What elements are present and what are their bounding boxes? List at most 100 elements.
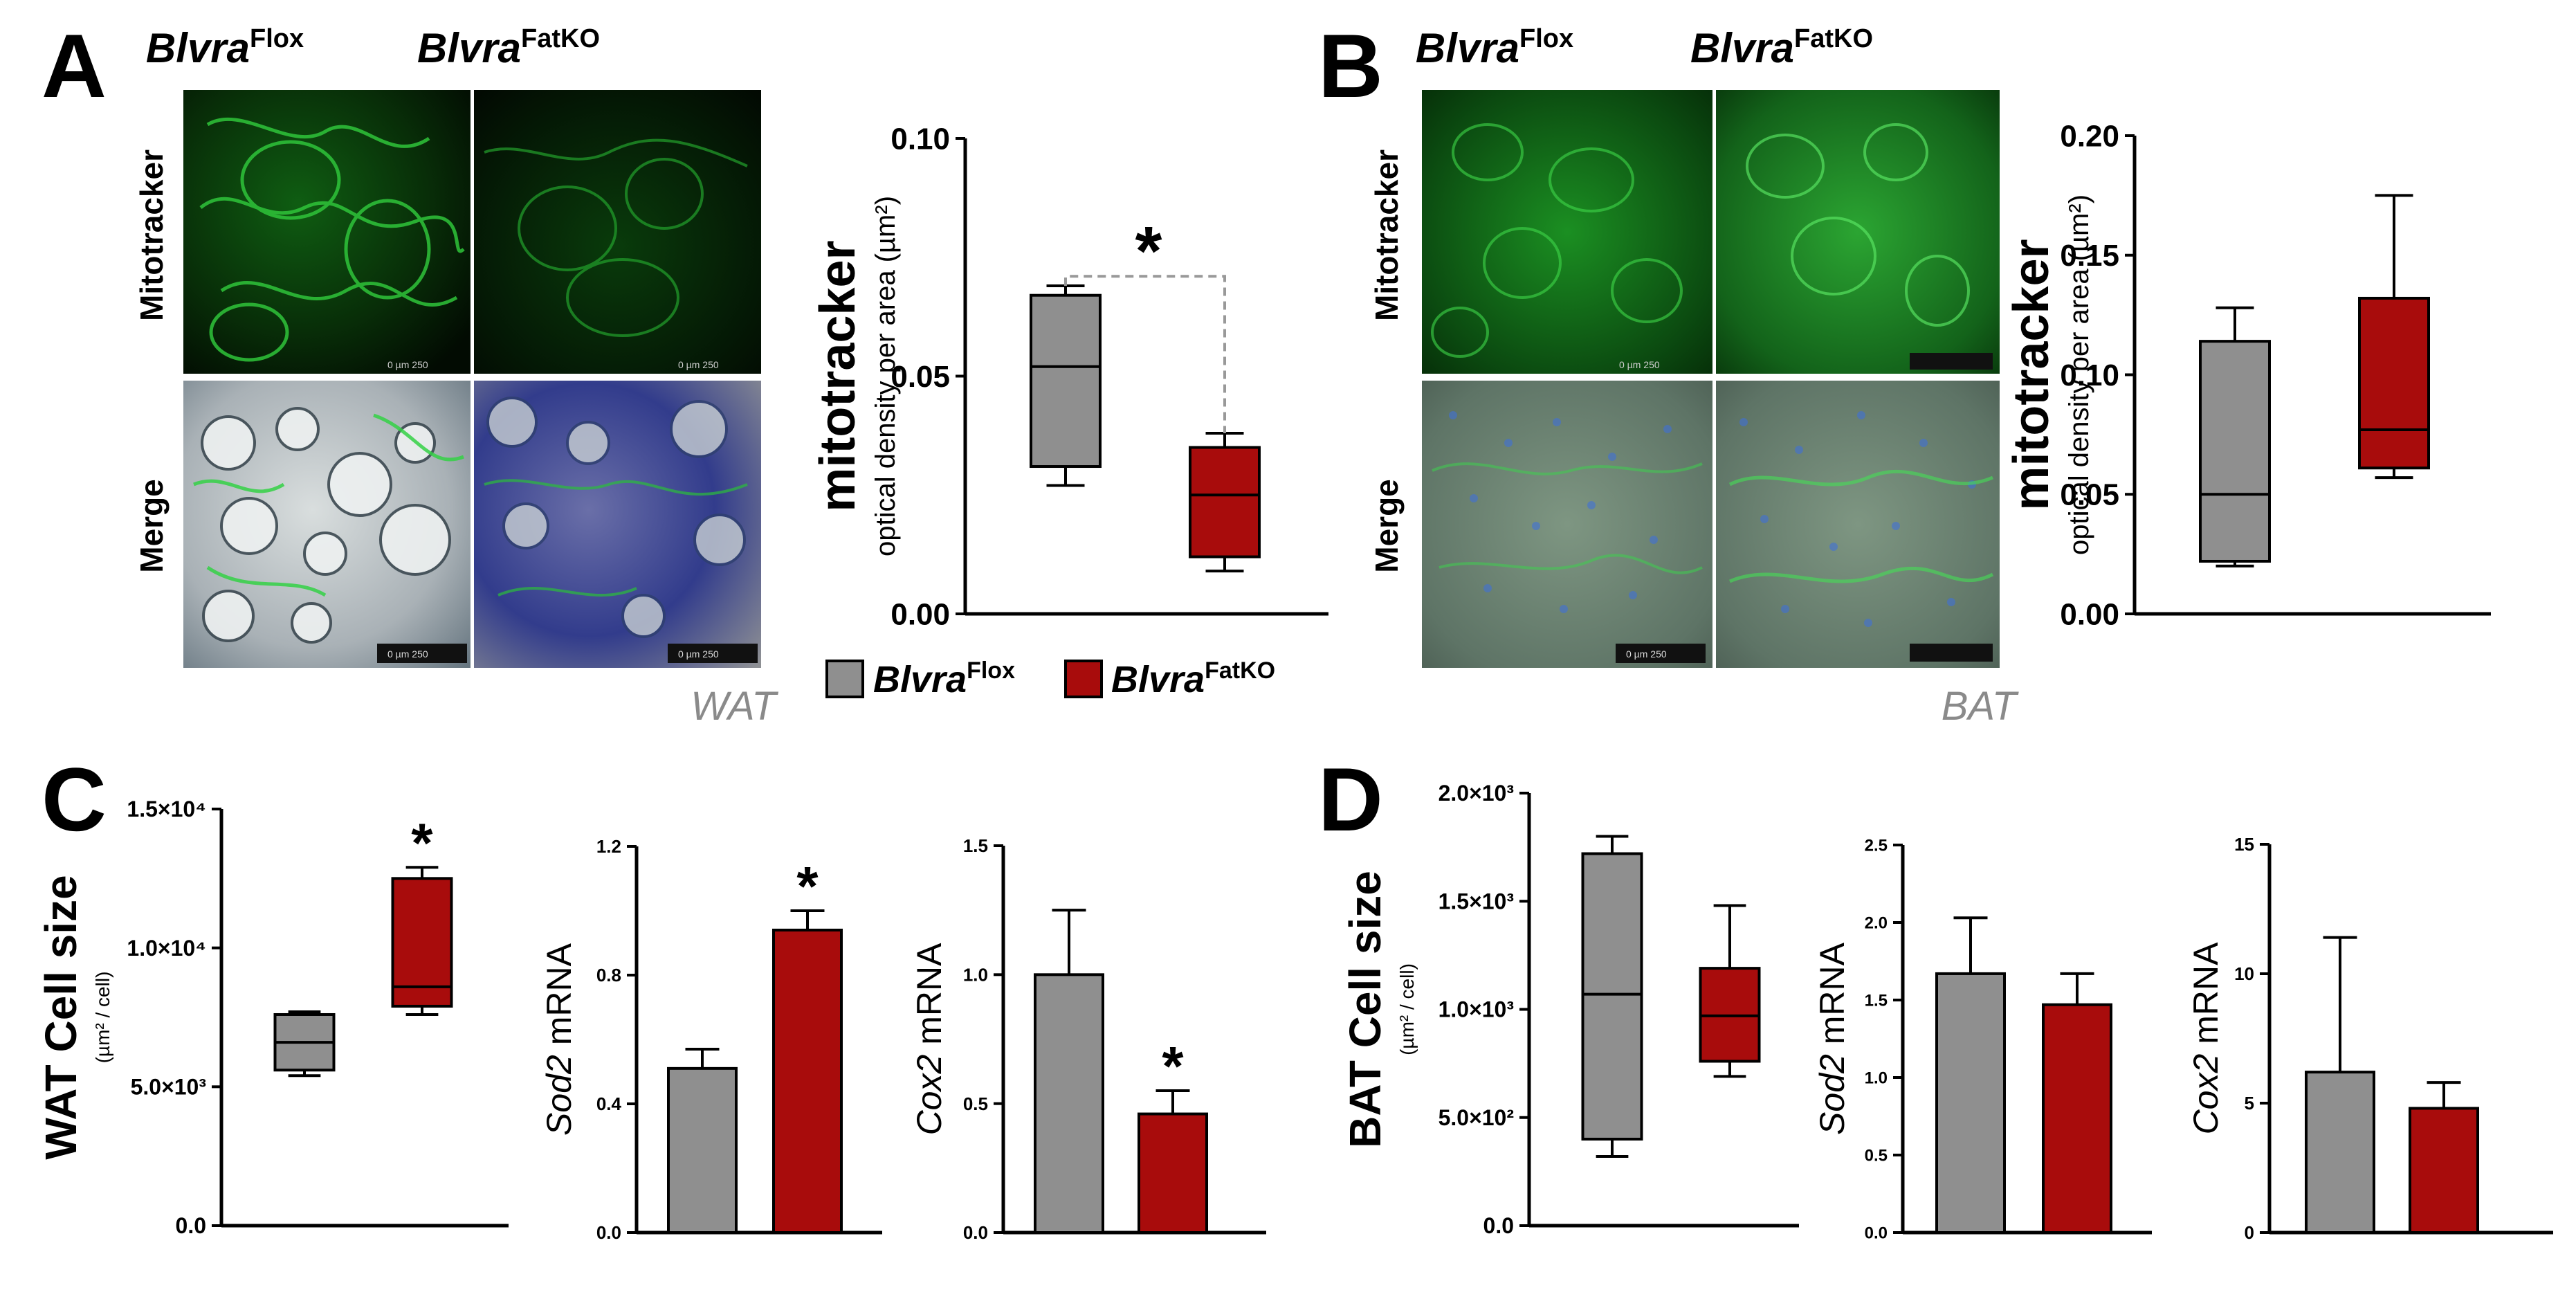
bar-flox	[2305, 1071, 2375, 1234]
box-flox	[1030, 293, 1102, 469]
y-axis-gene: Cox2	[910, 1055, 949, 1136]
y-tick-label: 0.0	[176, 1213, 206, 1238]
y-axis-unit: mRNA	[1813, 942, 1852, 1054]
y-tick-label: 5	[2245, 1093, 2254, 1114]
chart-C-cox2: 0.0 0.5 1.0 1.5 Cox2 mRNA *	[910, 835, 1266, 1243]
y-tick-label: 0.8	[596, 965, 621, 985]
chart-D-sod2: 0.0 0.5 1.0 1.5 2.0 2.5 Sod2 mRNA	[1813, 836, 2152, 1242]
genotype-sup: Flox	[250, 24, 304, 53]
y-tick-label: 1.5	[1865, 991, 1888, 1010]
y-tick-label: 2.0	[1865, 914, 1888, 932]
y-tick-label: 15	[2234, 834, 2254, 855]
row-label-mitotracker-b: Mitotracker	[1369, 149, 1405, 321]
svg-text:BlvraFatKO: BlvraFatKO	[417, 24, 600, 71]
box-flox	[1581, 852, 1643, 1141]
genotype-sup: FatKO	[1205, 657, 1275, 684]
svg-text:BlvraFatKO: BlvraFatKO	[1690, 24, 1873, 71]
header-b-flox: BlvraFlox	[1416, 24, 1573, 71]
box-flox	[2199, 340, 2271, 563]
y-tick-label: 5.0×10²	[1438, 1105, 1514, 1130]
legend-label-flox: BlvraFlox	[873, 657, 1015, 700]
scale-text: 0 µm 250	[1619, 359, 1660, 370]
y-axis-title: WAT Cell size	[36, 875, 86, 1159]
y-tick-label: 1.5	[963, 835, 988, 856]
genotype-base: Blvra	[417, 25, 521, 71]
header-a-fatko: BlvraFatKO	[417, 24, 600, 71]
y-tick-label: 0.0	[596, 1222, 621, 1243]
panel-label-d: D	[1318, 749, 1383, 850]
y-axis-subtitle: optical density per area (µm²)	[2064, 194, 2094, 555]
box-fatko	[1189, 446, 1261, 558]
y-axis-subtitle: (µm² / cell)	[92, 972, 113, 1064]
significance-star: *	[1135, 212, 1162, 290]
chart-B-mito: 0.00 0.05 0.10 0.15 0.20 mitotracker optical d…	[2004, 119, 2491, 631]
y-tick-label: 0.5	[963, 1093, 988, 1114]
micrograph-b-flox-mitotracker: 0 µm 250	[1422, 90, 1712, 374]
y-tick-label: 0	[2245, 1222, 2254, 1243]
y-tick-label: 0.0	[1865, 1224, 1888, 1242]
bar-flox	[667, 1066, 738, 1234]
row-label-merge-b: Merge	[1369, 479, 1405, 572]
genotype-base: Blvra	[873, 659, 967, 700]
y-tick-label: 10	[2234, 963, 2254, 984]
bar-fatko	[772, 928, 843, 1235]
y-tick-label: 5.0×10³	[131, 1075, 206, 1100]
chart-C-sod2: 0.0 0.4 0.8 1.2 Sod2 mRNA *	[540, 836, 882, 1243]
bar-fatko	[2409, 1107, 2479, 1234]
chart-D-bat-size: 0.0 5.0×10² 1.0×10³ 1.5×10³ 2.0×10³ BAT Cell …	[1340, 781, 1799, 1238]
legend-swatch-flox	[825, 660, 864, 698]
tissue-label-wat: WAT	[691, 684, 778, 729]
bar-fatko	[2042, 1003, 2112, 1234]
micrograph-a-fatko-mitotracker: 0 µm 250	[474, 90, 761, 374]
panel-label-a: A	[42, 15, 107, 116]
y-tick-label: 0.05	[890, 360, 950, 394]
genotype-sup: Flox	[1519, 24, 1573, 53]
y-axis-title: mitotracker	[810, 240, 866, 511]
y-tick-label: 1.5×10³	[1438, 889, 1514, 914]
y-tick-label: 0.15	[2060, 239, 2119, 273]
y-tick-label: 0.00	[2060, 597, 2119, 631]
tissue-label-bat: BAT	[1942, 684, 2019, 729]
scale-text: 0 µm 250	[678, 648, 719, 660]
svg-text:BlvraFlox: BlvraFlox	[146, 24, 304, 71]
y-tick-label: 0.10	[890, 122, 950, 156]
y-axis-subtitle: optical density per area (µm²)	[870, 196, 901, 556]
bar-fatko	[1138, 1112, 1208, 1235]
chart-A-mito: 0.00 0.05 0.10 mitotracker optical density p…	[810, 122, 1328, 631]
significance-bracket	[1064, 275, 1226, 433]
header-b-fatko: BlvraFatKO	[1690, 24, 1873, 71]
y-tick-label: 2.0×10³	[1438, 781, 1514, 806]
y-tick-label: 1.0	[963, 964, 988, 985]
svg-text:BlvraFlox: BlvraFlox	[1416, 24, 1573, 71]
y-tick-label: 0.00	[890, 597, 950, 631]
scale-text: 0 µm 250	[387, 359, 428, 370]
genotype-base: Blvra	[1416, 25, 1519, 71]
genotype-base: Blvra	[1690, 25, 1794, 71]
genotype-sup: Flox	[967, 657, 1015, 684]
y-axis-unit: mRNA	[2186, 942, 2225, 1054]
micrograph-b-fatko-merge	[1716, 381, 2000, 668]
y-tick-label: 0.0	[1483, 1213, 1514, 1238]
legend-swatch-fatko	[1064, 660, 1103, 698]
chart-D-cox2: 0 5 10 15 Cox2 mRNA	[2186, 834, 2553, 1243]
y-axis-title: Cox2 mRNA	[2186, 942, 2225, 1134]
y-axis-gene: Sod2	[540, 1055, 578, 1136]
micrograph-b-fatko-mitotracker	[1716, 90, 2000, 374]
y-axis-title: Cox2 mRNA	[910, 943, 949, 1135]
y-tick-label: 0.05	[2060, 478, 2119, 512]
scale-text: 0 µm 250	[1626, 648, 1667, 660]
panel-label-b: B	[1318, 15, 1383, 116]
y-tick-label: 0.0	[963, 1222, 988, 1243]
bar-flox	[1935, 972, 2006, 1235]
y-axis-subtitle: (µm² / cell)	[1396, 963, 1418, 1055]
micrograph-a-flox-mitotracker: 0 µm 250	[183, 90, 471, 374]
y-axis-gene: Sod2	[1813, 1054, 1852, 1135]
legend-label-fatko: BlvraFatKO	[1111, 657, 1275, 700]
y-tick-label: 0.5	[1865, 1146, 1888, 1165]
significance-star: *	[796, 855, 819, 917]
y-axis-title: mitotracker	[2004, 239, 2059, 510]
y-axis-unit: mRNA	[910, 943, 949, 1055]
y-tick-label: 1.5×10⁴	[127, 797, 206, 821]
micrograph-a-flox-merge: 0 µm 250	[183, 381, 471, 668]
